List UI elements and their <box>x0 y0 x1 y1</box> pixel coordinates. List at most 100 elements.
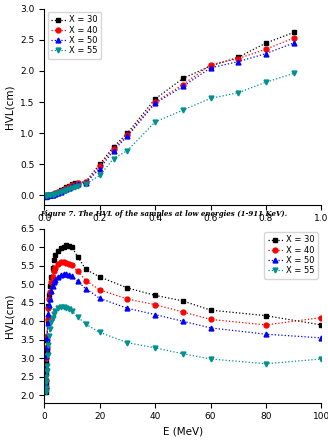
X = 50 <box>65 271 69 277</box>
X = 50 <box>51 192 54 197</box>
X = 55 <box>75 183 79 189</box>
X = 55 <box>48 327 52 332</box>
X = 55 <box>70 185 74 191</box>
X = 30 <box>47 304 51 309</box>
X = 30 <box>65 243 69 248</box>
X = 40 <box>84 180 88 185</box>
X = 50 <box>56 274 60 279</box>
X = 30 <box>125 285 129 290</box>
X = 40 <box>181 82 185 87</box>
X = 30 <box>153 293 157 298</box>
X = 30 <box>52 257 56 263</box>
X = 40 <box>153 99 157 105</box>
X = 40 <box>45 193 49 198</box>
X = 55 <box>112 156 115 161</box>
X = 40 <box>84 278 88 283</box>
X = 55 <box>52 311 56 316</box>
X = 30 <box>51 265 54 270</box>
X = 55 <box>98 330 102 335</box>
X = 30 <box>56 248 60 253</box>
X = 30 <box>45 359 49 365</box>
X = 50 <box>59 272 63 278</box>
X = 50 <box>264 332 268 337</box>
X = 30 <box>44 381 48 387</box>
X = 40 <box>319 315 323 320</box>
X = 40 <box>48 289 52 294</box>
X = 40 <box>98 163 102 169</box>
X = 50 <box>45 345 49 350</box>
X = 40 <box>67 184 71 190</box>
X = 30 <box>98 161 102 167</box>
X = 55 <box>84 322 88 327</box>
X = 55 <box>45 374 49 379</box>
X = 55 <box>47 343 51 348</box>
X = 50 <box>52 280 56 285</box>
X = 30 <box>48 283 52 289</box>
X = 40 <box>44 367 48 372</box>
X = 40 <box>70 183 74 188</box>
X = 50 <box>264 51 268 56</box>
X = 50 <box>209 65 213 70</box>
X = 55 <box>125 340 129 345</box>
X = 30 <box>75 180 79 186</box>
X = 40 <box>264 323 268 328</box>
X = 30 <box>209 308 213 313</box>
Line: X = 30: X = 30 <box>43 30 296 199</box>
X = 40 <box>67 261 71 266</box>
X = 55 <box>153 119 157 125</box>
X = 40 <box>59 188 63 194</box>
X = 55 <box>153 345 157 351</box>
X = 40 <box>45 356 49 361</box>
X = 40 <box>209 62 213 67</box>
X = 40 <box>264 47 268 52</box>
X = 30 <box>47 293 51 298</box>
X = 55 <box>65 305 69 311</box>
X = 30 <box>45 348 49 353</box>
X = 30 <box>56 189 60 194</box>
X = 55 <box>125 148 129 153</box>
X = 50 <box>47 311 51 316</box>
X = 40 <box>292 35 296 40</box>
X = 55 <box>98 173 102 178</box>
X = 50 <box>47 193 51 198</box>
X = 50 <box>56 190 60 195</box>
X = 50 <box>70 183 74 189</box>
X = 50 <box>84 286 88 291</box>
X = 30 <box>181 298 185 304</box>
X = 40 <box>47 297 51 302</box>
X = 55 <box>49 319 53 325</box>
X = 40 <box>70 262 74 268</box>
X = 55 <box>48 192 52 197</box>
X = 30 <box>45 337 49 342</box>
X = 40 <box>56 261 60 267</box>
X = 40 <box>53 191 57 196</box>
X = 30 <box>84 267 88 272</box>
X = 50 <box>44 365 48 370</box>
X = 50 <box>53 191 57 197</box>
X = 30 <box>46 319 50 324</box>
X = 50 <box>51 283 54 289</box>
X = 30 <box>264 313 268 319</box>
X = 55 <box>264 80 268 85</box>
Line: X = 40: X = 40 <box>43 260 324 390</box>
X = 55 <box>181 351 185 356</box>
X = 55 <box>292 71 296 76</box>
X = 30 <box>209 63 213 69</box>
X = 55 <box>59 304 63 310</box>
X = 55 <box>59 190 63 195</box>
X = 55 <box>56 191 60 196</box>
X = 55 <box>44 380 48 385</box>
X = 40 <box>62 260 66 265</box>
Text: Figure 7. The HVL of the samples at low energies (1-911 KeV).: Figure 7. The HVL of the samples at low … <box>40 210 288 218</box>
X = 50 <box>48 297 52 302</box>
X = 50 <box>153 101 157 106</box>
Line: X = 55: X = 55 <box>43 71 296 198</box>
X = 50 <box>44 376 48 381</box>
X = 40 <box>47 193 51 198</box>
X = 55 <box>56 306 60 311</box>
X = 55 <box>67 307 71 312</box>
X = 30 <box>44 194 48 199</box>
X = 50 <box>236 59 240 64</box>
X = 50 <box>47 302 51 307</box>
X = 50 <box>45 335 49 341</box>
